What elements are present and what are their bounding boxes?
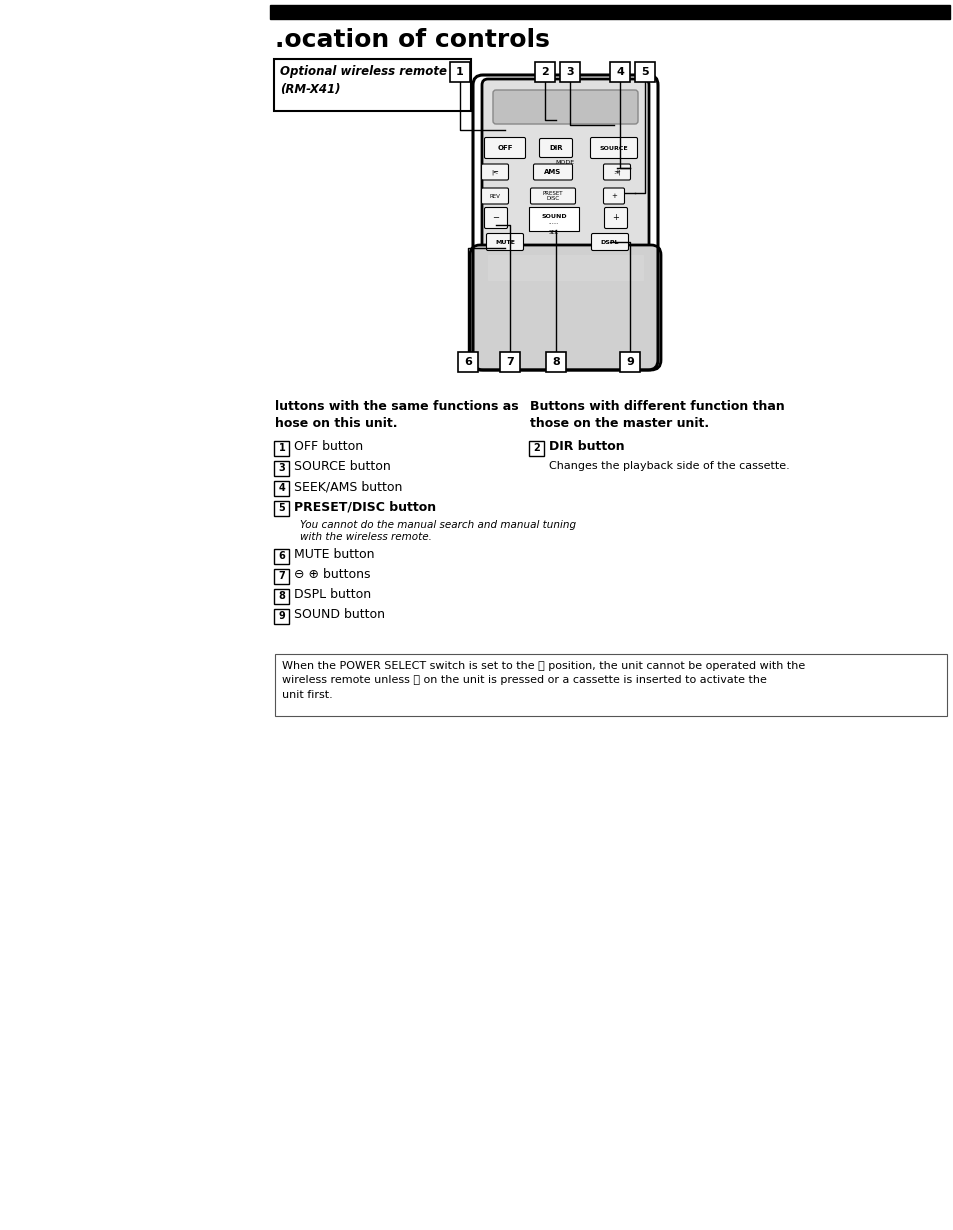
Text: SEEK/AMS button: SEEK/AMS button bbox=[294, 481, 402, 493]
Text: 3: 3 bbox=[565, 66, 573, 77]
Text: OFF button: OFF button bbox=[294, 440, 363, 454]
Text: REV: REV bbox=[489, 193, 500, 198]
Text: 2: 2 bbox=[540, 66, 548, 77]
FancyBboxPatch shape bbox=[603, 164, 630, 180]
Text: 8: 8 bbox=[278, 590, 285, 601]
Text: 4: 4 bbox=[616, 66, 623, 77]
Text: 9: 9 bbox=[625, 357, 634, 367]
FancyBboxPatch shape bbox=[470, 245, 660, 370]
FancyBboxPatch shape bbox=[619, 352, 639, 371]
Text: +: + bbox=[614, 169, 619, 175]
FancyBboxPatch shape bbox=[603, 188, 624, 204]
Text: DSPL button: DSPL button bbox=[294, 588, 371, 601]
Text: MUTE: MUTE bbox=[495, 240, 515, 245]
Text: Changes the playback side of the cassette.: Changes the playback side of the cassett… bbox=[548, 461, 789, 471]
FancyBboxPatch shape bbox=[484, 138, 525, 159]
Text: Buttons with different function than
those on the master unit.: Buttons with different function than tho… bbox=[530, 400, 784, 430]
Text: MUTE button: MUTE button bbox=[294, 549, 375, 562]
Text: 8: 8 bbox=[552, 357, 559, 367]
FancyBboxPatch shape bbox=[274, 609, 289, 624]
FancyBboxPatch shape bbox=[484, 208, 507, 229]
Text: 6: 6 bbox=[278, 551, 285, 561]
FancyBboxPatch shape bbox=[530, 188, 575, 204]
Text: |<: |< bbox=[491, 170, 498, 175]
FancyBboxPatch shape bbox=[535, 62, 555, 82]
Bar bbox=[270, 5, 949, 18]
Text: 7: 7 bbox=[506, 357, 514, 367]
FancyBboxPatch shape bbox=[539, 139, 572, 157]
Text: SOUND: SOUND bbox=[540, 214, 566, 219]
Text: Optional wireless remote
(RM-X41): Optional wireless remote (RM-X41) bbox=[280, 65, 447, 96]
Bar bbox=[488, 255, 642, 280]
Text: 1: 1 bbox=[278, 443, 285, 453]
FancyBboxPatch shape bbox=[499, 352, 519, 371]
Text: When the POWER SELECT switch is set to the Ⓑ position, the unit cannot be operat: When the POWER SELECT switch is set to t… bbox=[282, 661, 804, 700]
Bar bbox=[274, 654, 946, 716]
Text: PRESET
DISC: PRESET DISC bbox=[542, 191, 562, 202]
FancyBboxPatch shape bbox=[486, 234, 523, 251]
Text: SEL: SEL bbox=[549, 230, 558, 235]
Text: −: − bbox=[492, 169, 497, 175]
Text: +: + bbox=[612, 214, 618, 223]
Text: −: − bbox=[492, 214, 499, 223]
Text: OFF: OFF bbox=[497, 145, 512, 151]
FancyBboxPatch shape bbox=[609, 62, 629, 82]
Text: SOUND button: SOUND button bbox=[294, 609, 385, 621]
FancyBboxPatch shape bbox=[457, 352, 477, 371]
Text: DIR: DIR bbox=[549, 145, 562, 151]
Text: 2: 2 bbox=[533, 443, 539, 453]
FancyBboxPatch shape bbox=[481, 188, 508, 204]
FancyBboxPatch shape bbox=[274, 549, 289, 563]
Text: MODE: MODE bbox=[555, 160, 574, 166]
FancyBboxPatch shape bbox=[590, 138, 637, 159]
Text: ⊖ ⊕ buttons: ⊖ ⊕ buttons bbox=[294, 568, 370, 582]
FancyBboxPatch shape bbox=[274, 481, 289, 496]
FancyBboxPatch shape bbox=[604, 208, 627, 229]
FancyBboxPatch shape bbox=[481, 164, 508, 180]
Text: 5: 5 bbox=[640, 66, 648, 77]
FancyBboxPatch shape bbox=[274, 501, 289, 515]
Text: 1: 1 bbox=[456, 66, 463, 77]
Text: ......: ...... bbox=[548, 220, 558, 225]
FancyBboxPatch shape bbox=[591, 234, 628, 251]
FancyBboxPatch shape bbox=[450, 62, 470, 82]
Text: >|: >| bbox=[613, 170, 620, 175]
FancyBboxPatch shape bbox=[529, 440, 544, 455]
Text: SOURCE: SOURCE bbox=[599, 145, 628, 150]
Text: +: + bbox=[611, 193, 617, 199]
Text: You cannot do the manual search and manual tuning
with the wireless remote.: You cannot do the manual search and manu… bbox=[299, 520, 576, 542]
Text: 6: 6 bbox=[463, 357, 472, 367]
Text: DSPL: DSPL bbox=[600, 240, 618, 245]
Text: PRESET/DISC button: PRESET/DISC button bbox=[294, 501, 436, 513]
FancyBboxPatch shape bbox=[635, 62, 655, 82]
Text: 4: 4 bbox=[278, 483, 285, 493]
FancyBboxPatch shape bbox=[533, 164, 572, 180]
FancyBboxPatch shape bbox=[545, 352, 565, 371]
FancyBboxPatch shape bbox=[493, 90, 638, 124]
Text: .ocation of controls: .ocation of controls bbox=[274, 28, 549, 52]
Text: DIR button: DIR button bbox=[548, 440, 624, 454]
Text: 5: 5 bbox=[278, 503, 285, 513]
Text: 7: 7 bbox=[278, 571, 285, 581]
FancyBboxPatch shape bbox=[559, 62, 579, 82]
Text: luttons with the same functions as
hose on this unit.: luttons with the same functions as hose … bbox=[274, 400, 518, 430]
FancyBboxPatch shape bbox=[529, 207, 578, 231]
FancyBboxPatch shape bbox=[274, 59, 471, 111]
FancyBboxPatch shape bbox=[481, 79, 648, 280]
FancyBboxPatch shape bbox=[274, 460, 289, 476]
FancyBboxPatch shape bbox=[274, 588, 289, 604]
FancyBboxPatch shape bbox=[274, 568, 289, 583]
Text: SOURCE button: SOURCE button bbox=[294, 460, 391, 474]
Text: AMS: AMS bbox=[544, 169, 561, 175]
FancyBboxPatch shape bbox=[274, 440, 289, 455]
Text: 3: 3 bbox=[278, 462, 285, 474]
Text: 9: 9 bbox=[278, 611, 285, 621]
